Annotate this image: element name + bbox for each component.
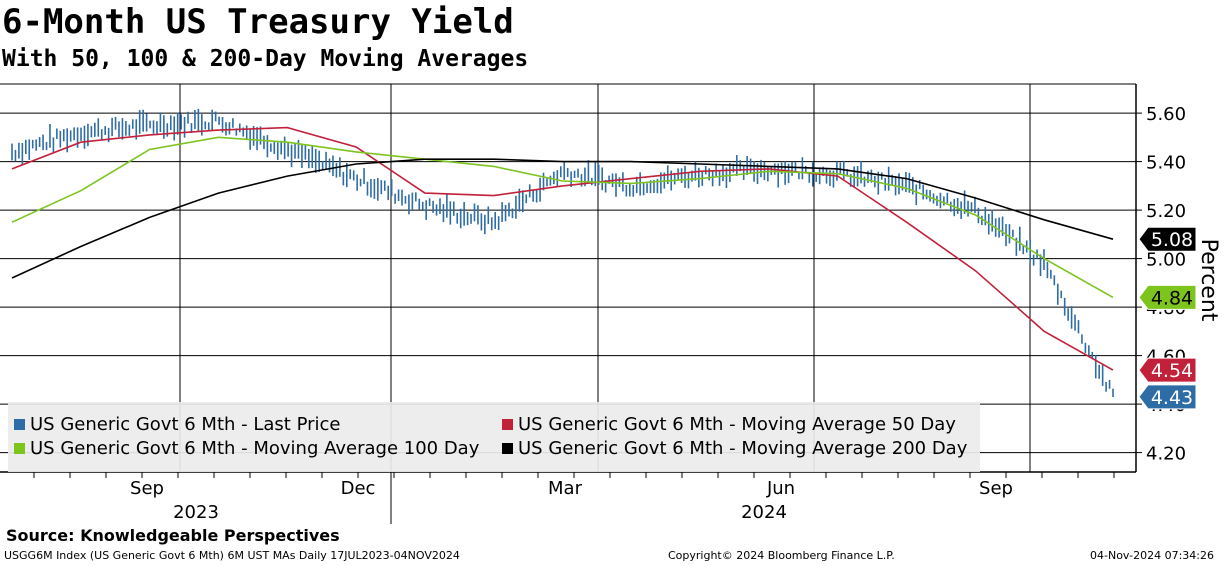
legend-label-ma50: US Generic Govt 6 Mth - Moving Average 5… <box>518 414 956 435</box>
tag-ma200: 5.08 <box>1138 226 1197 252</box>
x-month-label: Sep <box>130 478 164 499</box>
tag-ma100: 4.84 <box>1138 284 1197 310</box>
legend-label-ma100: US Generic Govt 6 Mth - Moving Average 1… <box>30 438 480 459</box>
ma100-line <box>11 136 1114 299</box>
legend-swatch-last-price <box>14 419 25 430</box>
legend-entry-ma100: US Generic Govt 6 Mth - Moving Average 1… <box>14 438 479 460</box>
legend-entry-last-price: US Generic Govt 6 Mth - Last Price <box>14 414 340 436</box>
source-note: Source: Knowledgeable Perspectives <box>6 526 340 545</box>
tag-last-price: 4.43 <box>1138 384 1197 410</box>
y-tick-label: 5.20 <box>1146 201 1186 222</box>
legend-swatch-ma50 <box>502 419 513 430</box>
tag-ma100-label: 4.84 <box>1151 287 1193 309</box>
tag-ma50-label: 4.54 <box>1151 360 1193 382</box>
legend-swatch-ma200 <box>502 443 513 454</box>
y-tick-label: 5.60 <box>1146 104 1186 125</box>
ma200-line <box>11 158 1114 279</box>
x-month-label: Mar <box>548 478 583 499</box>
y-tick-label: 4.20 <box>1146 444 1186 465</box>
x-year-label: 2024 <box>741 502 787 523</box>
tag-last-price-bg <box>1138 384 1197 410</box>
tag-ma200-label: 5.08 <box>1151 229 1193 251</box>
x-month-label: Jun <box>766 478 795 499</box>
legend-swatch-ma100 <box>14 443 25 454</box>
legend-label-ma200: US Generic Govt 6 Mth - Moving Average 2… <box>518 438 968 459</box>
y-tick-label: 5.00 <box>1146 250 1186 271</box>
tag-ma100-bg <box>1138 284 1197 310</box>
legend-entry-ma200: US Generic Govt 6 Mth - Moving Average 2… <box>502 438 967 460</box>
tag-ma50: 4.54 <box>1138 357 1197 383</box>
tag-last-price-label: 4.43 <box>1151 387 1193 409</box>
ma50-line <box>11 126 1114 371</box>
chart-subtitle: With 50, 100 & 200-Day Moving Averages <box>2 46 529 72</box>
chart-legend: US Generic Govt 6 Mth - Last Price US Ge… <box>8 402 980 472</box>
y-tick-label: 5.40 <box>1146 153 1186 174</box>
y-axis-title: Percent <box>1196 239 1221 322</box>
tag-ma200-bg <box>1138 226 1197 252</box>
x-month-label: Sep <box>979 478 1013 499</box>
footer-copyright: Copyright© 2024 Bloomberg Finance L.P. <box>668 549 895 562</box>
x-year-label: 2023 <box>173 502 219 523</box>
footer-timestamp: 04-Nov-2024 07:34:26 <box>1090 549 1215 562</box>
legend-label-last-price: US Generic Govt 6 Mth - Last Price <box>30 414 341 435</box>
footer-ticker: USGG6M Index (US Generic Govt 6 Mth) 6M … <box>4 549 460 562</box>
legend-entry-ma50: US Generic Govt 6 Mth - Moving Average 5… <box>502 414 956 436</box>
chart-title: 6-Month US Treasury Yield <box>2 2 514 42</box>
x-month-label: Dec <box>341 478 376 499</box>
tag-ma50-bg <box>1138 357 1197 383</box>
